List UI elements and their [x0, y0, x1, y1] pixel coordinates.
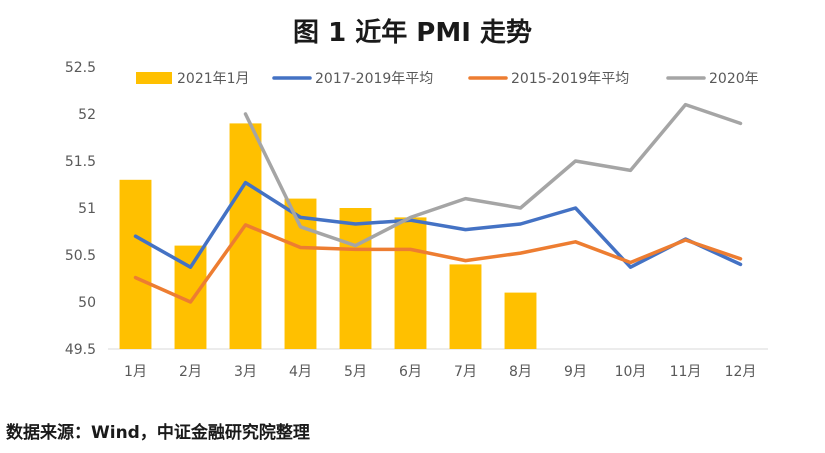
bar [339, 208, 372, 349]
y-tick-label: 52.5 [65, 60, 96, 76]
chart-title: 图 1 近年 PMI 走势 [293, 18, 532, 48]
x-tick-label: 5月 [344, 364, 367, 380]
x-tick-label: 3月 [234, 364, 257, 380]
x-tick-label: 2月 [179, 364, 202, 380]
y-tick-label: 51 [78, 201, 96, 217]
source-note: 数据来源：Wind，中证金融研究院整理 [6, 423, 310, 443]
bar [284, 198, 317, 349]
series-line [133, 223, 743, 304]
x-tick-label: 12月 [725, 364, 757, 380]
bar [504, 292, 537, 349]
y-tick-label: 49.5 [65, 342, 96, 358]
bar [229, 123, 262, 350]
x-tick-label: 7月 [454, 364, 477, 380]
bar [119, 179, 152, 349]
x-tick-label: 4月 [289, 364, 312, 380]
series-line [133, 180, 743, 269]
legend-swatch [136, 72, 172, 84]
x-tick-label: 9月 [564, 364, 587, 380]
x-tick-label: 10月 [615, 364, 647, 380]
bar-series [119, 123, 537, 350]
legend-label: 2015-2019年平均 [511, 71, 629, 87]
y-tick-label: 52 [78, 107, 96, 123]
x-tick-label: 8月 [509, 364, 532, 380]
legend-label: 2021年1月 [177, 71, 250, 87]
legend-label: 2020年 [709, 71, 759, 87]
tick-labels: 49.5 50 50.5 51 51.5 52 52.5 1月 2月 3月 4月 5月 6月 7月 8月 9月… [65, 60, 757, 380]
x-tick-label: 1月 [124, 364, 147, 380]
line-series [133, 102, 743, 304]
legend-label: 2017-2019年平均 [315, 71, 433, 87]
legend: 2021年1月 2017-2019年平均 2015-2019年平均 2020年 [136, 71, 759, 87]
y-tick-label: 50 [78, 295, 96, 311]
y-tick-label: 51.5 [65, 154, 96, 170]
series-line [243, 102, 743, 248]
bar [394, 217, 427, 349]
x-tick-label: 11月 [670, 364, 702, 380]
y-tick-label: 50.5 [65, 248, 96, 264]
bar [449, 264, 482, 349]
x-tick-label: 6月 [399, 364, 422, 380]
